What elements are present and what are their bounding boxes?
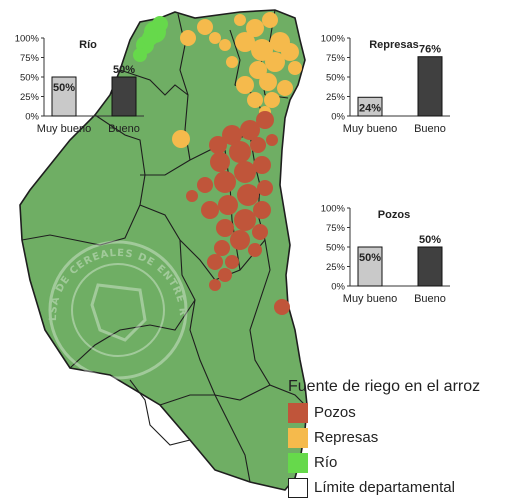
y-tick-label: 50% — [326, 73, 346, 84]
legend-swatch-represas — [288, 427, 308, 448]
legend-label-represas: Represas — [314, 429, 379, 446]
chart-pozos: Pozos 100% 75% 50% 25% 0% 50% Muy bueno 50% Bueno — [306, 196, 461, 311]
bar-chart-represas: Represas 100% 75% 50% 25% 0% 24% Muy bueno 76% Bu… — [321, 34, 450, 135]
data-label: 50% — [419, 234, 441, 246]
category-label: Muy bueno — [343, 293, 397, 305]
bar-bueno — [417, 246, 443, 287]
y-tick-label: 0% — [331, 282, 345, 293]
category-label: Bueno — [414, 293, 446, 305]
legend-title: Fuente de riego en el arroz — [288, 378, 481, 395]
y-tick-label: 75% — [20, 53, 40, 64]
chart-title: Río — [79, 39, 97, 51]
bar-chart-pozos: Pozos 100% 75% 50% 25% 0% 50% Muy bueno 50% Bueno — [321, 204, 450, 305]
legend-label-rio: Río — [314, 454, 338, 471]
rio-points — [133, 16, 168, 62]
bar-muy-bueno — [51, 76, 77, 117]
data-label: 24% — [359, 102, 381, 114]
data-label: 50% — [359, 252, 381, 264]
y-tick-label: 100% — [321, 34, 346, 45]
category-label: Bueno — [414, 123, 446, 135]
data-label: 76% — [419, 44, 441, 56]
bar-bueno — [111, 76, 137, 117]
legend-item-pozos: Pozos — [288, 400, 508, 425]
y-tick-label: 100% — [321, 204, 346, 215]
y-tick-label: 0% — [331, 112, 345, 123]
y-tick-label: 75% — [326, 223, 346, 234]
y-tick-label: 50% — [326, 243, 346, 254]
legend-item-represas: Represas — [288, 425, 508, 450]
legend-swatch-pozos — [288, 402, 308, 423]
y-tick-label: 75% — [326, 53, 346, 64]
data-label: 50% — [53, 82, 75, 94]
legend-swatch-rio — [288, 452, 308, 473]
y-tick-label: 100% — [15, 34, 40, 45]
legend-swatch-limite — [288, 477, 308, 498]
legend-item-rio: Río — [288, 450, 508, 475]
data-label: 50% — [113, 64, 135, 76]
y-tick-label: 25% — [326, 262, 346, 273]
category-label: Muy bueno — [343, 123, 397, 135]
y-tick-label: 25% — [20, 92, 40, 103]
pozos-points — [186, 111, 290, 315]
legend-label-pozos: Pozos — [314, 404, 356, 421]
legend-label-limite: Límite departamental — [314, 479, 455, 496]
legend: Fuente de riego en el arroz Pozos Repres… — [288, 378, 508, 500]
chart-rio: Río 100% 75% 50% 25% 0% 50% Muy bueno 50% Bueno — [0, 26, 145, 141]
category-label: Bueno — [108, 123, 140, 135]
chart-represas: Represas 100% 75% 50% 25% 0% 24% Muy bueno 76% Bu… — [306, 26, 461, 146]
bar-muy-bueno — [357, 246, 383, 287]
y-tick-label: 0% — [25, 112, 39, 123]
category-label: Muy bueno — [37, 123, 91, 135]
y-tick-label: 25% — [326, 92, 346, 103]
chart-title: Pozos — [378, 209, 410, 221]
y-tick-label: 50% — [20, 73, 40, 84]
chart-title: Represas — [369, 39, 419, 51]
bar-chart-rio: Río 100% 75% 50% 25% 0% 50% Muy bueno 50% Bueno — [15, 34, 144, 135]
bar-muy-bueno — [357, 96, 383, 117]
legend-item-limite: Límite departamental — [288, 475, 508, 500]
bar-bueno — [417, 56, 443, 117]
